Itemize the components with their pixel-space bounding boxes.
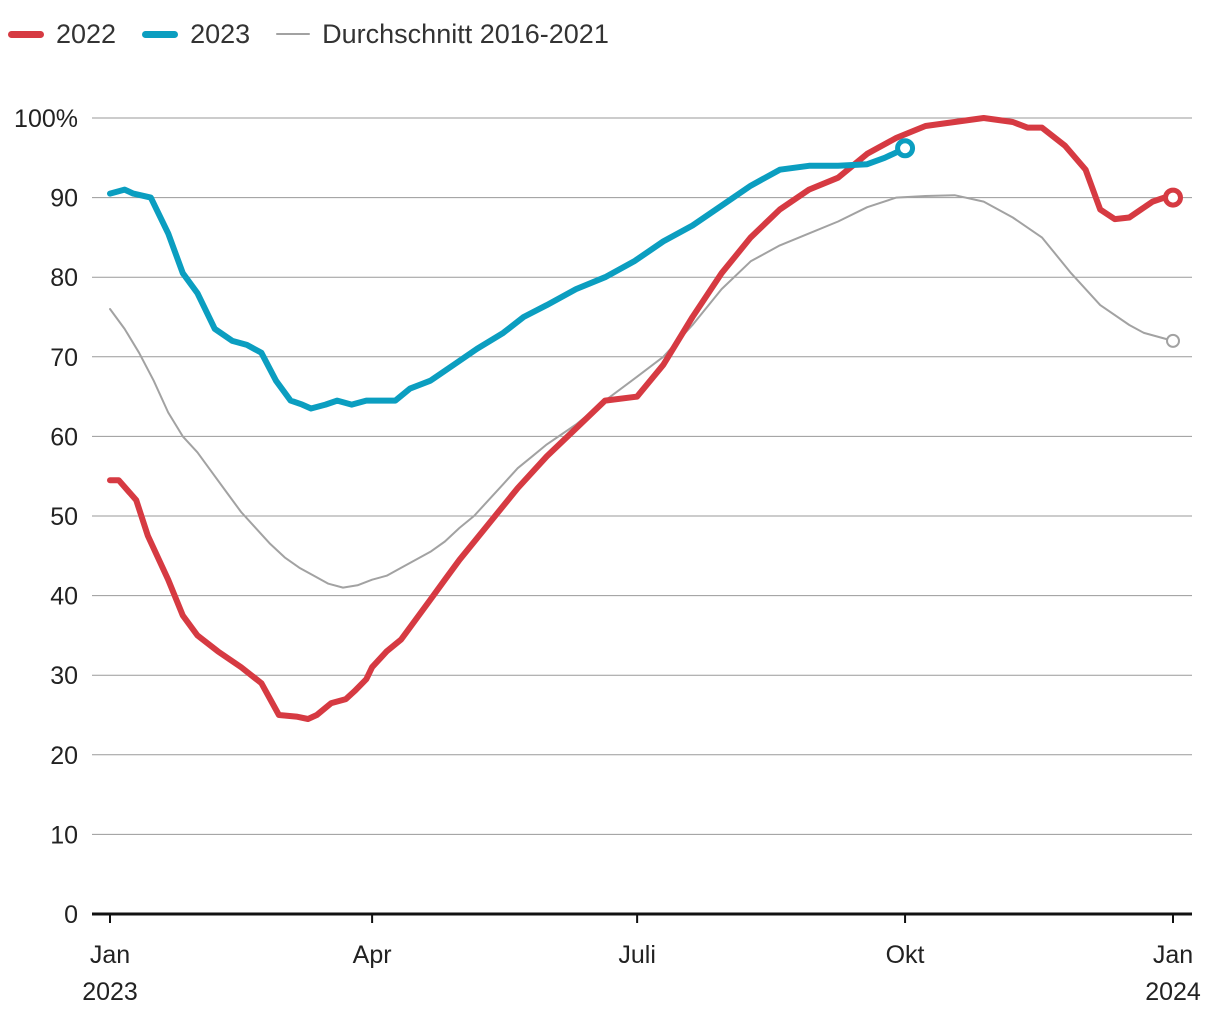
- y-tick-label-70: 70: [50, 344, 78, 372]
- legend-swatch: [8, 30, 44, 38]
- y-axis-tick-labels: 0 10 20 30 40 50 60 70 80 90 100%: [14, 105, 78, 929]
- x-tick-sublabel-2023: 2023: [82, 978, 138, 1006]
- series-line-2022: [107, 115, 1176, 722]
- x-tick-label-okt: Okt: [886, 941, 925, 969]
- y-tick-label-40: 40: [50, 583, 78, 611]
- y-tick-label-30: 30: [50, 662, 78, 690]
- series-end-markers: [895, 138, 1183, 348]
- end-marker-2022: [1163, 187, 1183, 208]
- x-axis: Jan 2023 Apr Juli Okt Jan 2024: [82, 912, 1201, 1006]
- legend-label: Durchschnitt 2016-2021: [322, 18, 609, 49]
- x-tick-label-jan: Jan: [90, 941, 130, 969]
- legend-item-2022: 2022: [8, 19, 116, 50]
- x-tick-label-juli: Juli: [618, 941, 656, 969]
- legend-label: 2023: [190, 18, 251, 49]
- legend-item-durchschnitt-2016-2021: Durchschnitt 2016-2021: [276, 19, 609, 50]
- y-tick-label-100: 100%: [14, 105, 78, 133]
- legend-label: 2022: [56, 18, 117, 49]
- y-tick-label-20: 20: [50, 742, 78, 770]
- y-tick-label-0: 0: [64, 901, 78, 929]
- series-line-2023: [107, 145, 909, 412]
- y-tick-label-60: 60: [50, 423, 78, 451]
- legend-swatch: [276, 33, 311, 35]
- legend: 2022 2023 Durchschnitt 2016-2021: [8, 16, 635, 52]
- legend-swatch: [142, 30, 179, 38]
- legend-item-2023: 2023: [142, 19, 250, 50]
- x-tick-label-jan: Jan: [1153, 941, 1193, 969]
- series-line-durchschnitt-2016-2021: [109, 194, 1174, 589]
- y-tick-label-80: 80: [50, 264, 78, 292]
- x-tick-label-apr: Apr: [353, 941, 392, 969]
- y-tick-label-90: 90: [50, 185, 78, 213]
- grid-lines: [92, 117, 1192, 835]
- y-tick-label-10: 10: [50, 821, 78, 849]
- end-marker-durchschnitt-2016-2021: [1166, 333, 1180, 348]
- x-tick-sublabel-2024: 2024: [1145, 978, 1201, 1006]
- y-tick-label-50: 50: [50, 503, 78, 531]
- end-marker-2023: [895, 138, 916, 159]
- series-lines: [107, 115, 1176, 722]
